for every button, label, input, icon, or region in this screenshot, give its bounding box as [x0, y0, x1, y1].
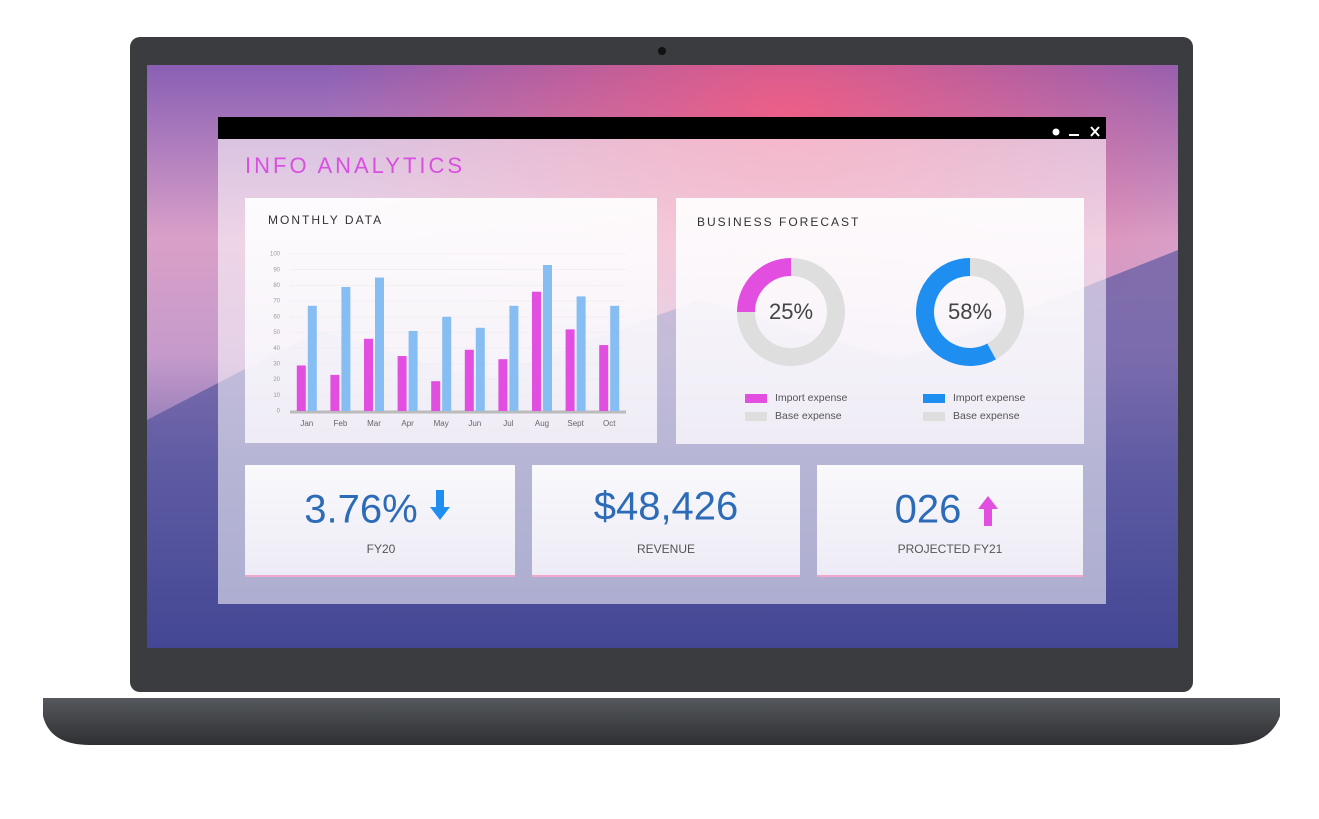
x-tick-label: Mar	[367, 419, 381, 428]
legend-label: Import expense	[953, 392, 1026, 404]
y-tick-label: 50	[273, 330, 280, 336]
kpi-value: 026	[895, 488, 962, 532]
bar	[408, 330, 418, 411]
donut-segment	[916, 258, 997, 366]
bar	[296, 365, 306, 411]
y-tick-label: 70	[273, 299, 280, 305]
kpi-card	[532, 465, 800, 577]
legend-swatch	[923, 394, 945, 403]
kpi-cards: 3.76% FY20 $48,426 REVENUE 026 PROJECTED…	[245, 465, 1083, 577]
x-tick-label: Sept	[567, 419, 584, 428]
x-tick-label: Aug	[535, 419, 549, 428]
bar	[464, 349, 474, 411]
y-tick-label: 80	[273, 283, 280, 289]
bar	[576, 296, 586, 411]
y-tick-label: 100	[270, 252, 281, 258]
bar	[375, 277, 384, 411]
down-arrow-icon	[430, 490, 450, 520]
legend-label: Base expense	[775, 410, 842, 422]
panel-title: BUSINESS FORECAST	[697, 215, 860, 229]
bar	[364, 338, 373, 411]
close-button[interactable]	[1090, 126, 1100, 137]
kpi-label: FY20	[367, 542, 396, 556]
x-tick-label: Jun	[468, 419, 481, 428]
legend-swatch	[745, 394, 767, 403]
kpi-label: REVENUE	[637, 542, 695, 556]
bar	[307, 305, 317, 411]
bar	[509, 305, 519, 411]
y-tick-label: 0	[277, 409, 281, 415]
kpi-value: $48,426	[594, 485, 739, 529]
x-tick-label: Jan	[300, 419, 313, 428]
bar	[431, 381, 441, 411]
kpi-underline	[532, 575, 800, 577]
donut-segment	[737, 258, 792, 313]
donut-segment	[737, 258, 845, 366]
kpi-underline	[817, 575, 1083, 577]
settings-button[interactable]	[1052, 128, 1060, 136]
legend-label: Base expense	[953, 410, 1020, 422]
donut-segment	[969, 258, 1024, 360]
donut-center-label: 58%	[948, 299, 992, 324]
kpi-card	[817, 465, 1083, 577]
panel-title: MONTHLY DATA	[268, 213, 383, 227]
bar	[610, 305, 620, 411]
y-tick-label: 30	[273, 361, 280, 367]
y-tick-label: 40	[273, 346, 280, 352]
y-tick-label: 20	[273, 377, 280, 383]
x-tick-label: Apr	[401, 419, 414, 428]
y-tick-label: 10	[273, 393, 280, 399]
laptop-base	[43, 698, 1280, 745]
kpi-card	[245, 465, 515, 577]
bar	[498, 359, 508, 411]
bar	[475, 327, 485, 411]
legend-swatch	[745, 412, 767, 421]
app-title: INFO ANALYTICS	[245, 153, 465, 178]
x-tick-label: May	[434, 419, 449, 428]
donut-center-label: 25%	[769, 299, 813, 324]
kpi-underline	[245, 575, 515, 577]
legend-label: Import expense	[775, 392, 848, 404]
up-arrow-icon	[978, 496, 998, 526]
webcam	[658, 47, 666, 55]
title-bar	[218, 117, 1106, 139]
y-tick-label: 60	[273, 314, 280, 320]
kpi-label: PROJECTED FY21	[898, 542, 1003, 556]
bar	[565, 329, 575, 411]
kpi-value: 3.76%	[304, 488, 417, 532]
bar	[599, 345, 609, 411]
x-tick-label: Jul	[503, 419, 513, 428]
minimize-button[interactable]	[1069, 134, 1079, 136]
bar	[532, 291, 541, 411]
bar	[543, 264, 552, 411]
x-tick-label: Feb	[334, 419, 348, 428]
bar	[442, 316, 452, 411]
y-tick-label: 90	[273, 267, 280, 273]
bar	[330, 374, 340, 411]
bar	[341, 286, 351, 411]
bar	[397, 356, 407, 411]
legend-swatch	[923, 412, 945, 421]
x-tick-label: Oct	[603, 419, 616, 428]
